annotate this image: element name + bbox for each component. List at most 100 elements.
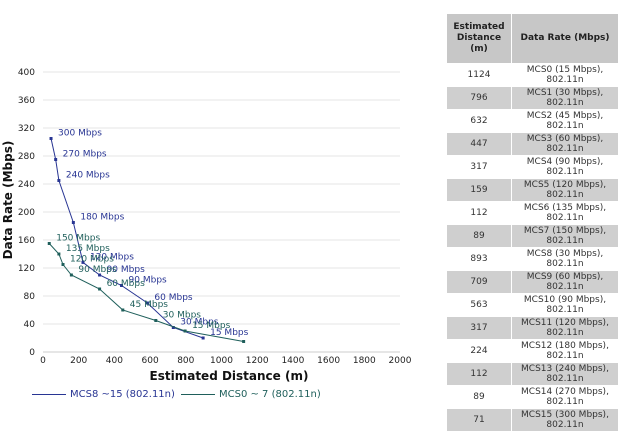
data-label: 90 Mbps	[78, 265, 117, 275]
table-row: 89 MCS7 (150 Mbps), 802.11n	[446, 224, 619, 248]
data-label: 120 Mbps	[90, 252, 134, 262]
cell-data-rate: MCS13 (240 Mbps), 802.11n	[511, 362, 619, 386]
cell-data-rate: MCS12 (180 Mbps), 802.11n	[511, 339, 619, 363]
data-point	[81, 260, 85, 264]
data-point	[61, 263, 65, 266]
data-point	[98, 287, 102, 291]
x-tick-label: 1400	[281, 356, 304, 366]
data-rate-chart: 0 40 80 120 160 200 240 280 320 360 400 0 200 400 600 8…	[1, 68, 412, 383]
cell-distance: 112	[446, 362, 512, 386]
x-tick-label: 0	[40, 356, 46, 366]
cell-data-rate: MCS14 (270 Mbps), 802.11n	[511, 385, 619, 409]
y-tick-label: 80	[24, 292, 36, 302]
data-label: 300 Mbps	[58, 129, 102, 139]
cell-distance: 563	[446, 293, 512, 317]
y-tick-label: 200	[18, 208, 35, 218]
cell-data-rate: MCS0 (15 Mbps), 802.11n	[511, 63, 619, 87]
data-label: 180 Mbps	[80, 213, 124, 223]
cell-data-rate: MCS8 (30 Mbps), 802.11n	[511, 247, 619, 271]
cell-distance: 893	[446, 247, 512, 271]
table-row: 796 MCS1 (30 Mbps), 802.11n	[446, 86, 619, 110]
x-tick-label: 400	[106, 356, 123, 366]
data-point	[120, 284, 124, 287]
cell-data-rate: MCS2 (45 Mbps), 802.11n	[511, 109, 619, 133]
data-point	[47, 242, 51, 245]
legend-swatch	[181, 394, 215, 395]
legend-swatch	[32, 394, 66, 395]
data-point	[242, 340, 246, 343]
table-row: 159 MCS5 (120 Mbps), 802.11n	[446, 178, 619, 202]
data-point	[49, 137, 53, 140]
cell-distance: 71	[446, 408, 512, 432]
chart-axes: 0 40 80 120 160 200 240 280 320 360 400 0 200 400 600 8…	[18, 68, 412, 366]
legend-label: MCS0 ~ 7 (802.11n)	[219, 389, 321, 400]
data-point	[69, 273, 73, 277]
legend-item-mcs8-15: MCS8 ~15 (802.11n)	[32, 389, 175, 400]
data-label: 45 Mbps	[130, 300, 169, 310]
data-point	[145, 301, 149, 305]
data-rate-table: Estimated Distance (m) Data Rate (Mbps) …	[446, 13, 619, 432]
data-label: 90 Mbps	[107, 265, 146, 275]
data-point	[171, 326, 175, 329]
column-header-distance: Estimated Distance (m)	[446, 13, 512, 64]
cell-data-rate: MCS5 (120 Mbps), 802.11n	[511, 178, 619, 202]
data-point	[154, 319, 158, 322]
chart-series: 300 Mbps 270 Mbps 240 Mbps 180 Mbps 120 Mbps…	[47, 129, 249, 343]
cell-data-rate: MCS11 (120 Mbps), 802.11n	[511, 316, 619, 340]
cell-distance: 89	[446, 385, 512, 409]
table-row: 893 MCS8 (30 Mbps), 802.11n	[446, 247, 619, 271]
cell-distance: 89	[446, 224, 512, 248]
data-label: 240 Mbps	[66, 171, 110, 181]
data-label: 30 Mbps	[163, 311, 202, 321]
cell-data-rate: MCS10 (90 Mbps), 802.11n	[511, 293, 619, 317]
y-tick-label: 40	[24, 320, 36, 330]
data-label: 30 Mbps	[180, 318, 219, 328]
cell-distance: 159	[446, 178, 512, 202]
cell-data-rate: MCS1 (30 Mbps), 802.11n	[511, 86, 619, 110]
table-row: 563 MCS10 (90 Mbps), 802.11n	[446, 293, 619, 317]
x-tick-label: 1200	[246, 356, 269, 366]
data-label: 15 Mbps	[210, 328, 249, 338]
y-tick-label: 120	[18, 264, 35, 274]
table-row: 709 MCS9 (60 Mbps), 802.11n	[446, 270, 619, 294]
data-label: 60 Mbps	[107, 279, 146, 289]
cell-distance: 709	[446, 270, 512, 294]
chart-grid	[43, 71, 400, 353]
table-body: 1124 MCS0 (15 Mbps), 802.11n 796 MCS1 (30 M…	[446, 63, 619, 432]
legend-label: MCS8 ~15 (802.11n)	[70, 389, 175, 400]
data-label: 90 Mbps	[129, 276, 168, 286]
y-tick-label: 320	[18, 124, 35, 134]
x-tick-label: 600	[142, 356, 159, 366]
data-point	[98, 273, 102, 277]
y-tick-label: 280	[18, 152, 35, 162]
data-label: 60 Mbps	[154, 293, 193, 303]
table-row: 71 MCS15 (300 Mbps), 802.11n	[446, 408, 619, 432]
table-row: 632 MCS2 (45 Mbps), 802.11n	[446, 109, 619, 133]
x-tick-label: 2000	[389, 356, 412, 366]
x-axis-title: Estimated Distance (m)	[150, 369, 309, 383]
legend-item-mcs0-7: MCS0 ~ 7 (802.11n)	[181, 389, 321, 400]
cell-data-rate: MCS7 (150 Mbps), 802.11n	[511, 224, 619, 248]
x-tick-label: 800	[177, 356, 194, 366]
data-label: 150 Mbps	[56, 234, 100, 244]
table-row: 89 MCS14 (270 Mbps), 802.11n	[446, 385, 619, 409]
cell-data-rate: MCS15 (300 Mbps), 802.11n	[511, 408, 619, 432]
cell-data-rate: MCS9 (60 Mbps), 802.11n	[511, 270, 619, 294]
data-label: 270 Mbps	[63, 150, 107, 160]
data-point	[57, 252, 61, 256]
x-tick-label: 1600	[317, 356, 340, 366]
cell-distance: 224	[446, 339, 512, 363]
y-tick-label: 240	[18, 180, 35, 190]
cell-data-rate: MCS6 (135 Mbps), 802.11n	[511, 201, 619, 225]
cell-distance: 317	[446, 155, 512, 179]
cell-data-rate: MCS3 (60 Mbps), 802.11n	[511, 132, 619, 156]
x-tick-label: 200	[70, 356, 87, 366]
data-point	[57, 179, 61, 182]
table-row: 447 MCS3 (60 Mbps), 802.11n	[446, 132, 619, 156]
y-tick-label: 400	[18, 68, 35, 78]
column-header-data-rate: Data Rate (Mbps)	[511, 13, 619, 64]
series-line	[50, 138, 204, 339]
cell-distance: 447	[446, 132, 512, 156]
cell-distance: 796	[446, 86, 512, 110]
y-tick-label: 360	[18, 96, 35, 106]
